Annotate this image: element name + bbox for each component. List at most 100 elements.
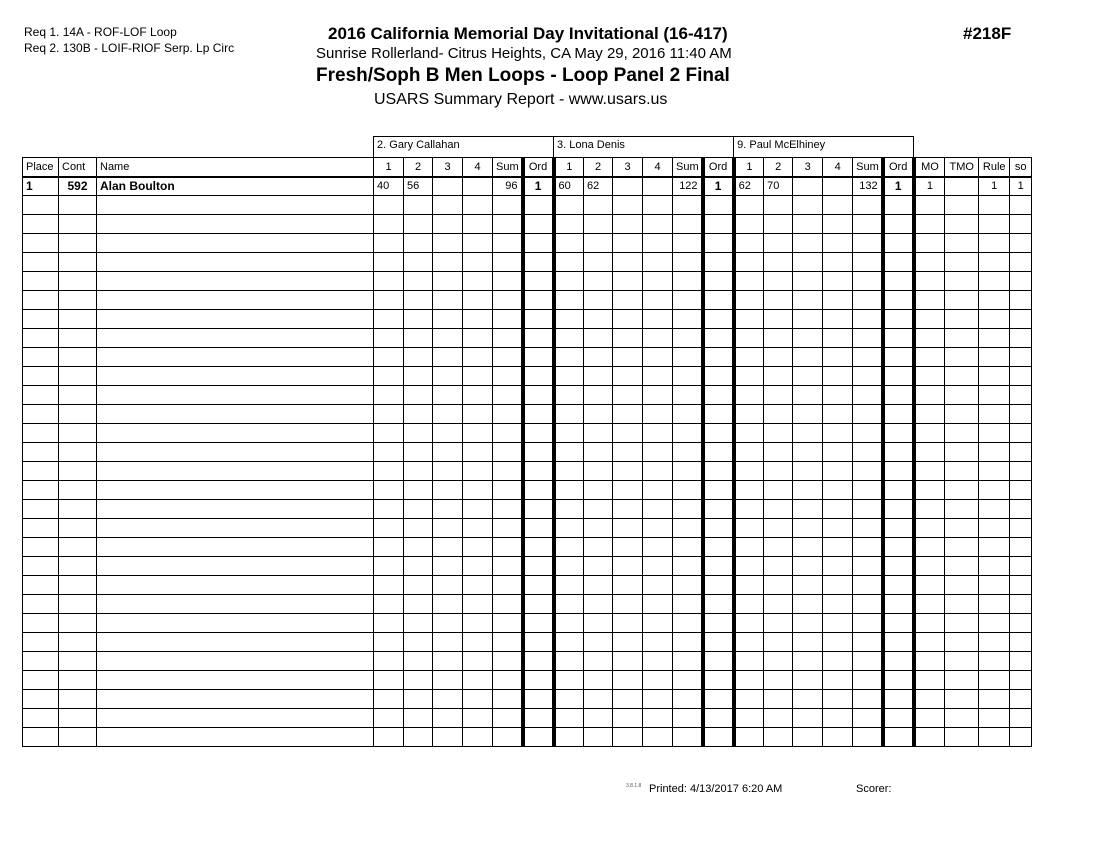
scorer-label: Scorer: (856, 783, 892, 795)
ordinal-cell (520, 366, 555, 386)
sum-cell (672, 651, 704, 671)
score-cell (792, 727, 824, 747)
header-name: Name (95, 157, 375, 178)
header-judge-sum: Sum (852, 157, 884, 178)
place-cell (22, 518, 59, 538)
ordinal-cell (700, 366, 735, 386)
sum-cell (852, 366, 884, 386)
header-judge-sum: Sum (672, 157, 704, 178)
ordinal-cell (880, 214, 915, 234)
score-cell (763, 252, 794, 272)
mo-cell (911, 537, 946, 557)
score-cell (551, 651, 585, 671)
table-row (22, 575, 1033, 595)
ordinal-cell (700, 442, 735, 462)
sum-cell (672, 518, 704, 538)
rule-cell (978, 727, 1011, 747)
score-cell (822, 499, 854, 519)
score-cell (373, 727, 405, 747)
sum-cell (852, 613, 884, 633)
score-cell (403, 252, 434, 272)
ordinal-cell (520, 727, 555, 747)
score-cell (462, 708, 494, 728)
score-cell (731, 423, 765, 443)
so-cell (1009, 499, 1033, 519)
score-cell (432, 290, 464, 310)
sum-cell (852, 480, 884, 500)
sum-cell (492, 613, 524, 633)
tmo-cell (944, 176, 980, 196)
sum-cell (672, 613, 704, 633)
score-cell (583, 328, 614, 348)
ordinal-cell (880, 689, 915, 709)
ordinal-cell (880, 651, 915, 671)
name-cell (95, 518, 375, 538)
score-cell (822, 442, 854, 462)
score-cell (403, 480, 434, 500)
cont-cell (58, 556, 97, 576)
ordinal-cell (700, 461, 735, 481)
score-cell (642, 423, 674, 443)
score-cell (432, 518, 464, 538)
cont-cell (58, 708, 97, 728)
score-cell (763, 290, 794, 310)
rule-cell (978, 252, 1011, 272)
ordinal-cell (700, 290, 735, 310)
header-judge-3: 3 (612, 157, 644, 178)
place-cell (22, 366, 59, 386)
score-cell (792, 689, 824, 709)
rule-cell (978, 480, 1011, 500)
score-cell (551, 518, 585, 538)
table-row (22, 632, 1033, 652)
cont-cell (58, 480, 97, 500)
score-cell (763, 404, 794, 424)
rule-cell (978, 195, 1011, 215)
score-cell (792, 708, 824, 728)
place-cell (22, 632, 59, 652)
place-cell (22, 537, 59, 557)
place-cell (22, 556, 59, 576)
score-cell (731, 727, 765, 747)
ordinal-cell (520, 252, 555, 272)
tmo-cell (944, 632, 980, 652)
name-cell (95, 689, 375, 709)
score-cell (822, 461, 854, 481)
score-cell (403, 518, 434, 538)
score-cell (432, 195, 464, 215)
ordinal-cell (880, 271, 915, 291)
score-cell (373, 594, 405, 614)
so-cell (1009, 670, 1033, 690)
score-cell (731, 461, 765, 481)
score-cell (403, 442, 434, 462)
score-cell (642, 176, 674, 196)
mo-cell: 1 (911, 176, 946, 196)
score-cell (583, 195, 614, 215)
score-cell (642, 670, 674, 690)
score-cell (642, 537, 674, 557)
ordinal-cell (700, 214, 735, 234)
sum-cell (672, 499, 704, 519)
score-cell (612, 670, 644, 690)
ordinal-cell (880, 537, 915, 557)
tmo-cell (944, 214, 980, 234)
table-row (22, 461, 1033, 481)
name-cell (95, 233, 375, 253)
sum-cell (492, 347, 524, 367)
ordinal-cell (520, 309, 555, 329)
score-cell (612, 385, 644, 405)
sum-cell (492, 632, 524, 652)
score-cell (792, 480, 824, 500)
header-judge-4: 4 (642, 157, 674, 178)
place-cell (22, 385, 59, 405)
score-cell (551, 613, 585, 633)
rule-cell (978, 556, 1011, 576)
score-cell (612, 347, 644, 367)
mo-cell (911, 727, 946, 747)
name-cell (95, 708, 375, 728)
tmo-cell (944, 233, 980, 253)
score-cell (792, 309, 824, 329)
score-cell (583, 556, 614, 576)
score-cell (822, 518, 854, 538)
score-cell (731, 290, 765, 310)
score-cell (403, 328, 434, 348)
